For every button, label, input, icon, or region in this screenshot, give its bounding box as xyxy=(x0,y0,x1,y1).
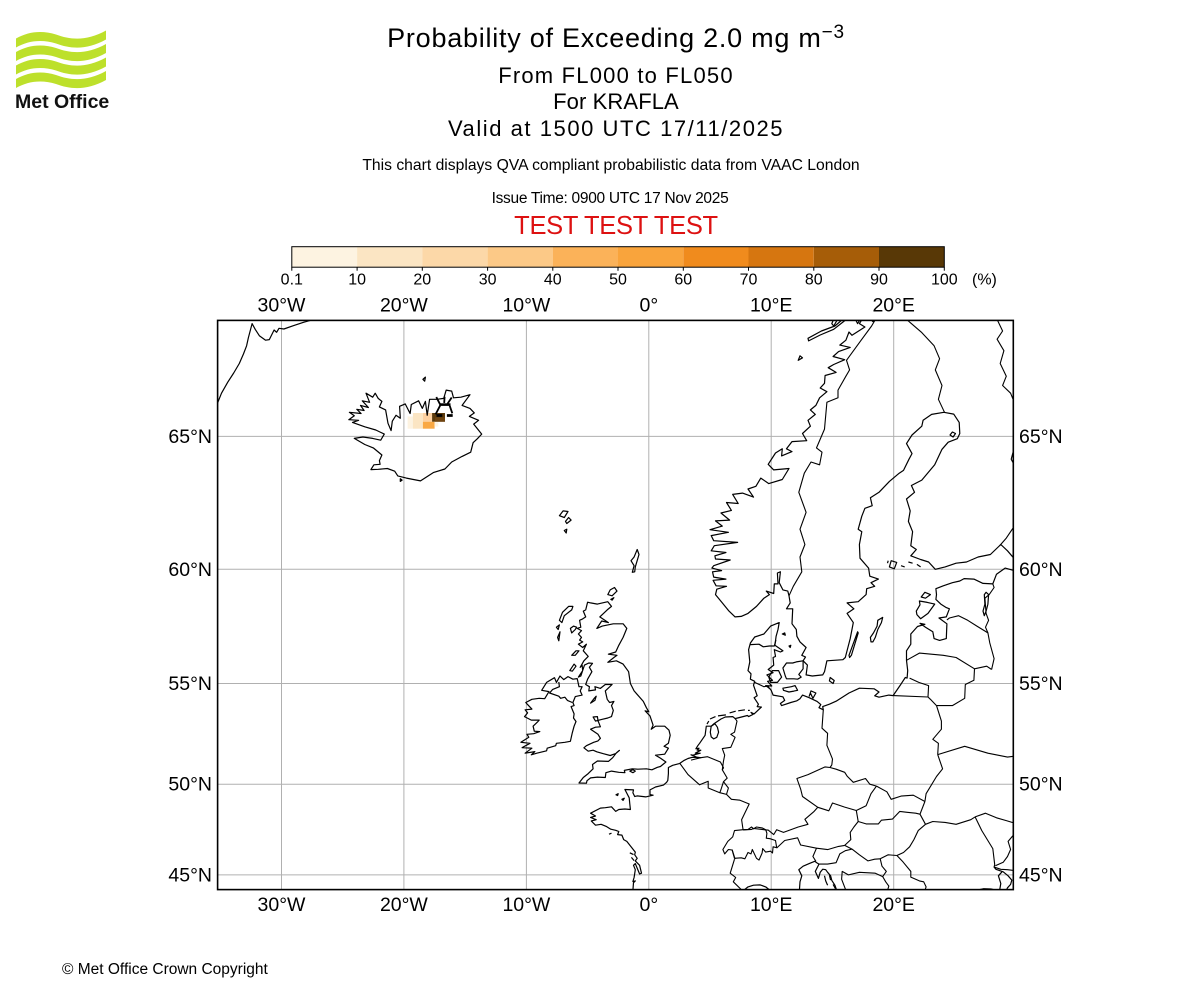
svg-text:30°W: 30°W xyxy=(258,894,306,916)
svg-text:50°N: 50°N xyxy=(168,774,212,796)
svg-text:45°N: 45°N xyxy=(1019,864,1063,886)
svg-text:20°W: 20°W xyxy=(380,894,428,916)
svg-text:50: 50 xyxy=(609,272,627,289)
svg-text:80: 80 xyxy=(805,272,823,289)
svg-text:65°N: 65°N xyxy=(1019,426,1063,448)
svg-text:70: 70 xyxy=(740,272,758,289)
svg-text:10°E: 10°E xyxy=(750,894,793,916)
svg-text:10°W: 10°W xyxy=(502,894,550,916)
svg-text:65°N: 65°N xyxy=(168,426,212,448)
svg-text:55°N: 55°N xyxy=(168,673,212,695)
svg-text:100: 100 xyxy=(931,272,958,289)
svg-text:20°E: 20°E xyxy=(872,894,915,916)
svg-text:20: 20 xyxy=(413,272,431,289)
svg-text:40: 40 xyxy=(544,272,562,289)
svg-text:0°: 0° xyxy=(639,295,658,317)
svg-text:90: 90 xyxy=(870,272,888,289)
svg-text:10: 10 xyxy=(348,272,366,289)
svg-text:55°N: 55°N xyxy=(1019,673,1063,695)
svg-text:(%): (%) xyxy=(972,272,997,289)
svg-text:30°W: 30°W xyxy=(258,295,306,317)
svg-text:0.1: 0.1 xyxy=(281,272,303,289)
svg-text:20°E: 20°E xyxy=(872,295,915,317)
svg-text:60°N: 60°N xyxy=(168,559,212,581)
svg-text:60: 60 xyxy=(674,272,692,289)
svg-text:20°W: 20°W xyxy=(380,295,428,317)
svg-text:10°W: 10°W xyxy=(502,295,550,317)
svg-text:0°: 0° xyxy=(639,894,658,916)
svg-text:Met Office: Met Office xyxy=(16,91,109,112)
svg-text:50°N: 50°N xyxy=(1019,774,1063,796)
svg-text:60°N: 60°N xyxy=(1019,559,1063,581)
svg-text:10°E: 10°E xyxy=(750,295,793,317)
svg-text:45°N: 45°N xyxy=(168,864,212,886)
svg-text:30: 30 xyxy=(479,272,497,289)
